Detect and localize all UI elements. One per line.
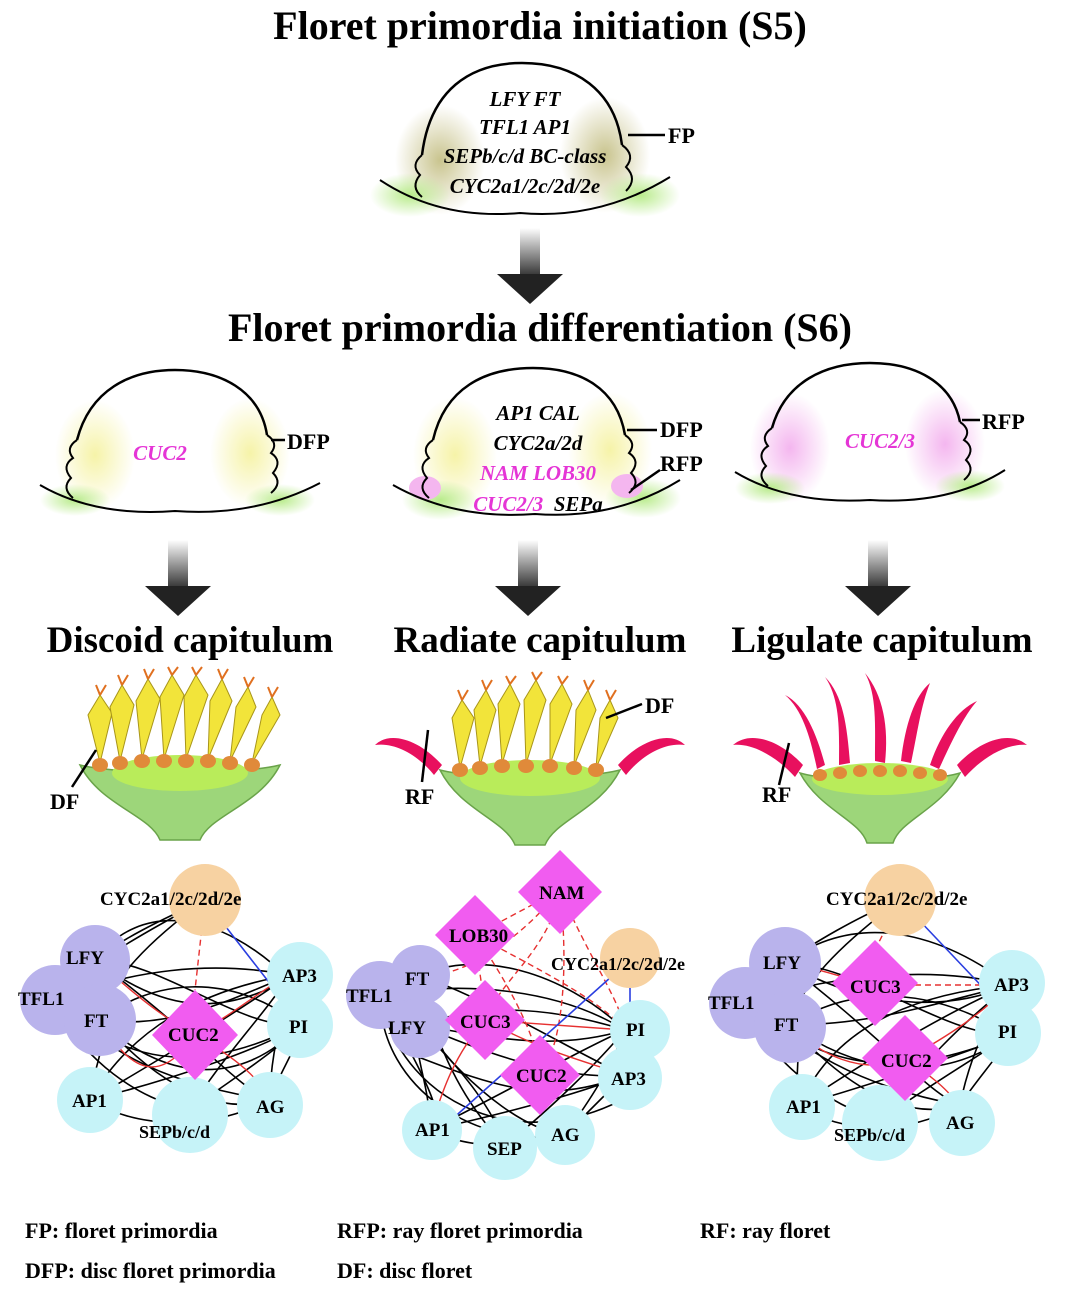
- radiate-gene-sepa: SEPa: [553, 492, 603, 516]
- legend-df: DF: disc floret: [337, 1258, 473, 1283]
- radiate-title: Radiate capitulum: [393, 620, 687, 661]
- node-radiate-nam: NAM: [539, 883, 585, 904]
- node-discoid-lfy: LFY: [66, 948, 104, 969]
- arrow-down-icon: [845, 540, 911, 616]
- node-ligulate-cuc3: CUC3: [850, 977, 901, 998]
- radiate-gene-row2: CYC2a/2d: [493, 431, 583, 455]
- discoid-network: [20, 864, 333, 1153]
- node-radiate-ap1: AP1: [415, 1120, 450, 1141]
- discoid-dfp-label: DFP: [287, 429, 330, 454]
- ligulate-meristem: [734, 361, 1006, 504]
- arrow-down-icon: [497, 228, 563, 304]
- node-ligulate-cyc: CYC2a1/2c/2d/2e: [826, 889, 968, 910]
- discoid-gene: CUC2: [133, 441, 187, 465]
- radiate-rfp-label: RFP: [660, 451, 703, 476]
- radiate-network: [346, 850, 670, 1180]
- ligulate-title: Ligulate capitulum: [731, 620, 1033, 661]
- node-radiate-tfl1: TFL1: [346, 986, 393, 1007]
- legend-rf: RF: ray floret: [700, 1218, 831, 1243]
- node-ligulate-tfl1: TFL1: [708, 993, 755, 1014]
- radiate-meristem: [392, 366, 681, 520]
- node-radiate-ag: AG: [551, 1125, 580, 1146]
- s5-gene-row4: CYC2a1/2c/2d/2e: [449, 174, 601, 198]
- node-discoid-cyc: CYC2a1/2c/2d/2e: [100, 889, 242, 910]
- ligulate-capitulum-illustration: [733, 673, 1027, 844]
- discoid-capitulum-illustration: [70, 666, 282, 841]
- radiate-capitulum-illustration: [375, 671, 685, 846]
- node-discoid-ag: AG: [256, 1097, 285, 1118]
- radiate-dfp-label: DFP: [660, 417, 703, 442]
- radiate-gene-row1: AP1 CAL: [496, 401, 580, 425]
- node-radiate-cyc: CYC2a1/2c/2d/2e: [551, 954, 685, 974]
- discoid-meristem: [39, 368, 321, 516]
- node-ligulate-cuc2: CUC2: [881, 1051, 932, 1072]
- node-discoid-sep: SEPb/c/d: [139, 1122, 211, 1142]
- node-discoid-ft: FT: [84, 1011, 109, 1032]
- radiate-rf-label: RF: [405, 784, 435, 809]
- node-discoid-ap3: AP3: [282, 966, 317, 987]
- arrow-down-icon: [145, 540, 211, 616]
- radiate-gene-cuc: CUC2/3: [473, 492, 544, 516]
- radiate-gene-row4: CUC2/3 SEPa: [438, 491, 638, 517]
- node-discoid-tfl1: TFL1: [18, 989, 65, 1010]
- legend-rfp: RFP: ray floret primordia: [337, 1218, 583, 1243]
- node-ligulate-ap3: AP3: [994, 975, 1029, 996]
- node-ligulate-ap1: AP1: [786, 1097, 821, 1118]
- node-discoid-ap1: AP1: [72, 1091, 107, 1112]
- node-ligulate-pi: PI: [998, 1022, 1017, 1043]
- node-radiate-ap3: AP3: [611, 1069, 646, 1090]
- s5-gene-row2: TFL1 AP1: [479, 115, 571, 139]
- legend-dfp: DFP: disc floret primordia: [25, 1258, 276, 1283]
- title-s6: Floret primordia differentiation (S6): [228, 305, 852, 350]
- title-s5: Floret primordia initiation (S5): [273, 3, 807, 48]
- radiate-gene-row3: NAM LOB30: [479, 461, 597, 485]
- node-radiate-pi: PI: [626, 1020, 645, 1041]
- s5-gene-row1: LFY FT: [489, 87, 561, 111]
- radiate-df-label: DF: [645, 693, 675, 718]
- s5-fp-label: FP: [668, 123, 695, 148]
- node-radiate-lfy: LFY: [388, 1018, 426, 1039]
- arrow-down-icon: [495, 540, 561, 616]
- ligulate-gene: CUC2/3: [844, 429, 915, 453]
- ligulate-rfp-label: RFP: [982, 409, 1025, 434]
- node-ligulate-sep: SEPb/c/d: [834, 1125, 906, 1145]
- s5-meristem: [370, 61, 680, 217]
- node-radiate-lob30: LOB30: [449, 926, 509, 947]
- s5-gene-row3: SEPb/c/d BC-class: [443, 144, 607, 168]
- discoid-df-label: DF: [50, 789, 80, 814]
- legend-fp: FP: floret primordia: [25, 1218, 218, 1243]
- node-radiate-cuc2: CUC2: [516, 1066, 567, 1087]
- node-ligulate-ag: AG: [946, 1113, 975, 1134]
- node-radiate-ft: FT: [405, 969, 430, 990]
- node-radiate-cuc3: CUC3: [460, 1012, 511, 1033]
- node-discoid-pi: PI: [289, 1017, 308, 1038]
- ligulate-network: [709, 864, 1045, 1161]
- node-ligulate-lfy: LFY: [763, 953, 801, 974]
- discoid-title: Discoid capitulum: [46, 620, 334, 661]
- node-discoid-cuc2: CUC2: [168, 1025, 219, 1046]
- node-radiate-sep: SEP: [487, 1139, 522, 1160]
- node-ligulate-ft: FT: [774, 1015, 799, 1036]
- ligulate-rf-label: RF: [762, 782, 792, 807]
